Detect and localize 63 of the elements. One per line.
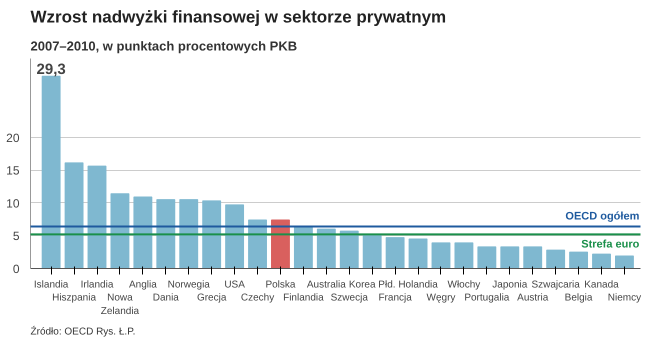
x-tick-label: Kanada bbox=[584, 280, 620, 290]
x-tick-label: Islandia bbox=[34, 280, 69, 290]
x-tick-label: Szwecja bbox=[330, 292, 368, 304]
bar bbox=[615, 256, 634, 268]
bar bbox=[386, 237, 405, 268]
bar bbox=[340, 230, 359, 268]
x-tick-label: Norwegia bbox=[168, 280, 210, 290]
x-tick-label: Japonia bbox=[492, 280, 528, 290]
bar bbox=[179, 199, 198, 268]
bar bbox=[294, 226, 313, 268]
x-tick-label: Nowa Zelandia bbox=[100, 292, 140, 317]
bar bbox=[454, 242, 474, 268]
bar bbox=[408, 238, 428, 268]
y-tick-label: 15 bbox=[6, 164, 20, 178]
x-tick-label: Czechy bbox=[240, 292, 274, 304]
bar bbox=[546, 250, 566, 268]
bar bbox=[432, 242, 450, 268]
bar bbox=[592, 254, 611, 268]
bar bbox=[156, 199, 176, 268]
bar bbox=[477, 246, 496, 268]
bar bbox=[248, 219, 267, 268]
y-tick-label: 20 bbox=[6, 130, 20, 145]
x-tick-label: Francja bbox=[378, 292, 412, 304]
x-tick-label: Korea Płd. bbox=[348, 280, 396, 290]
bar bbox=[316, 228, 336, 268]
bar bbox=[271, 219, 290, 268]
x-tick-label: Polska bbox=[265, 280, 296, 290]
text: Źródło: OECD Rys. Ł.P. bbox=[30, 326, 136, 338]
x-tick-label: Szwajcaria bbox=[531, 280, 580, 290]
x-tick-label: Niemcy bbox=[608, 292, 642, 304]
x-tick-label: Grecja bbox=[196, 292, 227, 304]
chart-subtitle: 2007–2010, w punktach procentowych PKB bbox=[30, 38, 298, 54]
x-tick-label: Holandia bbox=[398, 280, 438, 290]
bar bbox=[202, 200, 222, 268]
x-tick-label: Portugalia bbox=[464, 292, 510, 304]
x-tick-label: Anglia bbox=[128, 280, 158, 290]
ref-line-label: Strefa euro bbox=[581, 238, 640, 250]
y-tick-label: 0 bbox=[12, 262, 20, 276]
bar bbox=[133, 196, 152, 268]
x-tick-label: Irlandia bbox=[80, 280, 114, 290]
x-tick-label: Austria bbox=[517, 292, 549, 304]
ref-line-label: OECD ogółem bbox=[565, 210, 640, 222]
x-tick-label: Finlandia bbox=[283, 292, 324, 304]
y-tick-label: 5 bbox=[12, 229, 20, 244]
x-tick-label: Hiszpania bbox=[52, 292, 96, 304]
bar bbox=[500, 246, 520, 268]
bar bbox=[225, 204, 244, 268]
x-tick-label: Australia bbox=[306, 280, 346, 290]
bar bbox=[64, 162, 84, 268]
chart-title: Wzrost nadwyżki finansowej w sektorze prywatnym bbox=[30, 8, 446, 26]
data-label: 29,3 bbox=[36, 61, 66, 78]
x-tick-label: Włochy bbox=[448, 280, 480, 290]
bar bbox=[362, 235, 382, 268]
bar bbox=[42, 76, 61, 268]
bar bbox=[569, 252, 588, 268]
bar bbox=[523, 246, 542, 268]
x-tick-label: Węgry bbox=[426, 292, 456, 304]
y-tick-label: 10 bbox=[6, 196, 20, 210]
x-tick-label: Dania bbox=[152, 292, 180, 304]
x-tick-label: USA bbox=[224, 280, 246, 290]
x-tick-label: Belgia bbox=[564, 292, 593, 304]
bar bbox=[88, 166, 106, 268]
bar bbox=[110, 193, 130, 268]
